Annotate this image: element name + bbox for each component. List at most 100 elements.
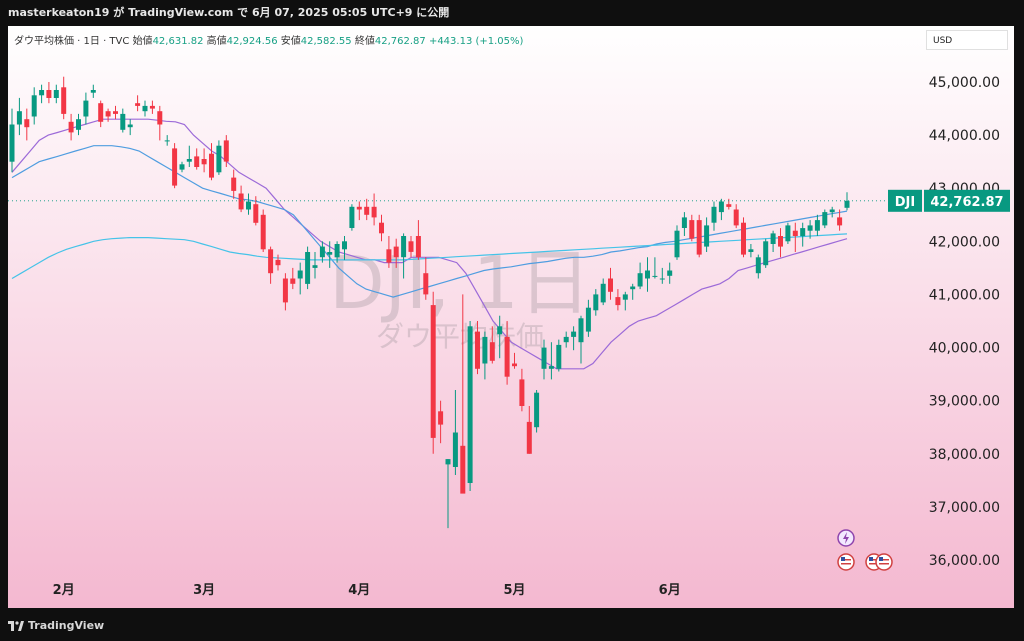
candle-body	[600, 283, 606, 303]
candle-body	[83, 100, 89, 117]
candle-body	[770, 233, 776, 244]
candle-body	[844, 200, 850, 208]
change-value: +443.13 (+1.05%)	[428, 36, 524, 47]
candle-body	[733, 209, 739, 226]
candle-body	[556, 344, 562, 369]
candle-body	[393, 246, 399, 258]
candle-body	[379, 222, 384, 234]
open-value: 42,631.82	[152, 36, 204, 47]
candle-body	[755, 257, 761, 274]
chart-panel[interactable]: DJI, 1日 ダウ平均株価 36,000.00 37,000.00 38,000.0…	[8, 26, 1014, 608]
candle-body	[76, 119, 81, 130]
candle-body	[718, 201, 724, 213]
candle-body	[172, 148, 178, 186]
candle-body	[319, 246, 325, 258]
candle-body	[164, 140, 170, 142]
candle-body	[711, 206, 717, 223]
flag-stripe	[879, 563, 889, 565]
candle-body	[726, 204, 732, 207]
low-label: 安値	[280, 36, 301, 47]
candle-body	[305, 252, 311, 284]
candle-body	[778, 236, 783, 247]
candle-body	[659, 278, 665, 280]
x-tick-label: 6月	[659, 583, 681, 598]
candle-body	[452, 432, 458, 467]
candle-body	[16, 111, 22, 125]
candle-body	[667, 270, 673, 276]
candle-body	[541, 347, 547, 369]
candle-body	[563, 336, 569, 343]
us-flag-icon[interactable]	[837, 553, 855, 571]
candle-body	[645, 270, 650, 279]
candlestick-series	[9, 76, 850, 529]
flag-canton	[879, 557, 883, 561]
candle-body	[807, 225, 813, 231]
candle-body	[246, 201, 251, 210]
candle-body	[630, 286, 636, 290]
candle-body	[401, 236, 407, 258]
candle-body	[696, 220, 702, 255]
candle-body	[512, 363, 517, 367]
candle-body	[135, 103, 141, 106]
candle-body	[763, 241, 769, 266]
symbol-name[interactable]: ダウ平均株価 · 1日 · TVC	[14, 36, 130, 47]
candle-body	[438, 411, 444, 425]
candle-body	[637, 273, 643, 287]
y-tick-label: 40,000.00	[929, 341, 1000, 357]
candle-body	[593, 294, 599, 311]
candle-body	[356, 206, 362, 210]
candle-body	[585, 307, 591, 332]
candle-body	[785, 225, 791, 242]
currency-selector[interactable]: USD	[926, 30, 1008, 50]
time-axis[interactable]: 2月 3月 4月 5月 6月	[53, 583, 681, 598]
lightning-bolt-glyph	[843, 532, 849, 544]
candle-body	[349, 206, 355, 228]
candle-body	[98, 103, 104, 122]
candle-body	[157, 111, 163, 125]
candle-body	[430, 305, 436, 438]
candle-body	[445, 459, 451, 465]
flag-stripe	[869, 563, 879, 565]
last-price-symbol-tag	[888, 189, 922, 212]
candle-body	[312, 265, 318, 268]
y-tick-label: 42,000.00	[929, 234, 1000, 250]
flag-stripe	[869, 559, 879, 561]
y-tick-label: 41,000.00	[929, 287, 1000, 303]
candle-body	[829, 209, 835, 213]
event-icons[interactable]	[837, 529, 893, 571]
candle-body	[408, 241, 414, 252]
x-tick-label: 2月	[53, 583, 75, 598]
candle-body	[268, 249, 274, 274]
candle-body	[53, 90, 59, 98]
candle-body	[504, 336, 510, 377]
candle-body	[534, 392, 540, 428]
x-tick-label: 3月	[193, 583, 215, 598]
us-flag-icon[interactable]	[875, 553, 893, 571]
candle-body	[149, 105, 155, 109]
candle-body	[9, 124, 15, 162]
flag-stripe	[841, 563, 851, 565]
candle-body	[460, 445, 466, 494]
y-tick-label: 44,000.00	[929, 128, 1000, 144]
close-value: 42,762.87	[374, 36, 426, 47]
candle-body	[68, 121, 74, 133]
candle-body	[497, 326, 503, 335]
last-price-symbol: DJI	[895, 195, 915, 210]
candle-body	[260, 214, 266, 250]
candle-body	[334, 244, 340, 258]
published-header: masterkeaton19 が TradingView.com で 6月 07…	[0, 0, 1024, 26]
flag-canton	[869, 557, 873, 561]
flag-stripe	[841, 559, 851, 561]
candle-body	[615, 297, 621, 306]
candle-body	[526, 421, 532, 454]
candle-body	[467, 326, 473, 483]
candle-body	[689, 220, 695, 239]
candle-body	[127, 124, 133, 128]
candle-body	[704, 225, 710, 247]
candle-body	[290, 278, 296, 284]
candle-body	[61, 87, 67, 114]
candle-body	[489, 342, 495, 361]
candle-body	[741, 222, 746, 255]
candle-body	[386, 249, 392, 263]
